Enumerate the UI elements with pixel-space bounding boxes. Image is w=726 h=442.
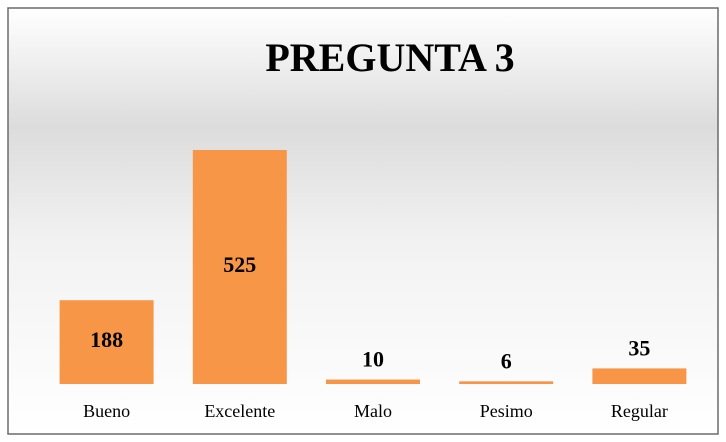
bar xyxy=(59,300,154,384)
bar xyxy=(326,379,420,384)
bar xyxy=(459,381,554,384)
data-label: 525 xyxy=(223,252,256,277)
x-tick-label: Bueno xyxy=(83,401,130,421)
bar xyxy=(592,368,687,384)
data-label: 10 xyxy=(362,347,384,372)
x-tick-label: Regular xyxy=(611,401,668,421)
x-tick-label: Excelente xyxy=(204,401,275,421)
data-label: 35 xyxy=(628,335,650,360)
bar xyxy=(192,150,287,384)
x-tick-label: Malo xyxy=(354,401,392,421)
data-label: 6 xyxy=(501,348,512,373)
x-tick-label: Pesimo xyxy=(480,401,533,421)
data-label: 188 xyxy=(90,327,123,352)
chart-title: PREGUNTA 3 xyxy=(265,35,514,80)
